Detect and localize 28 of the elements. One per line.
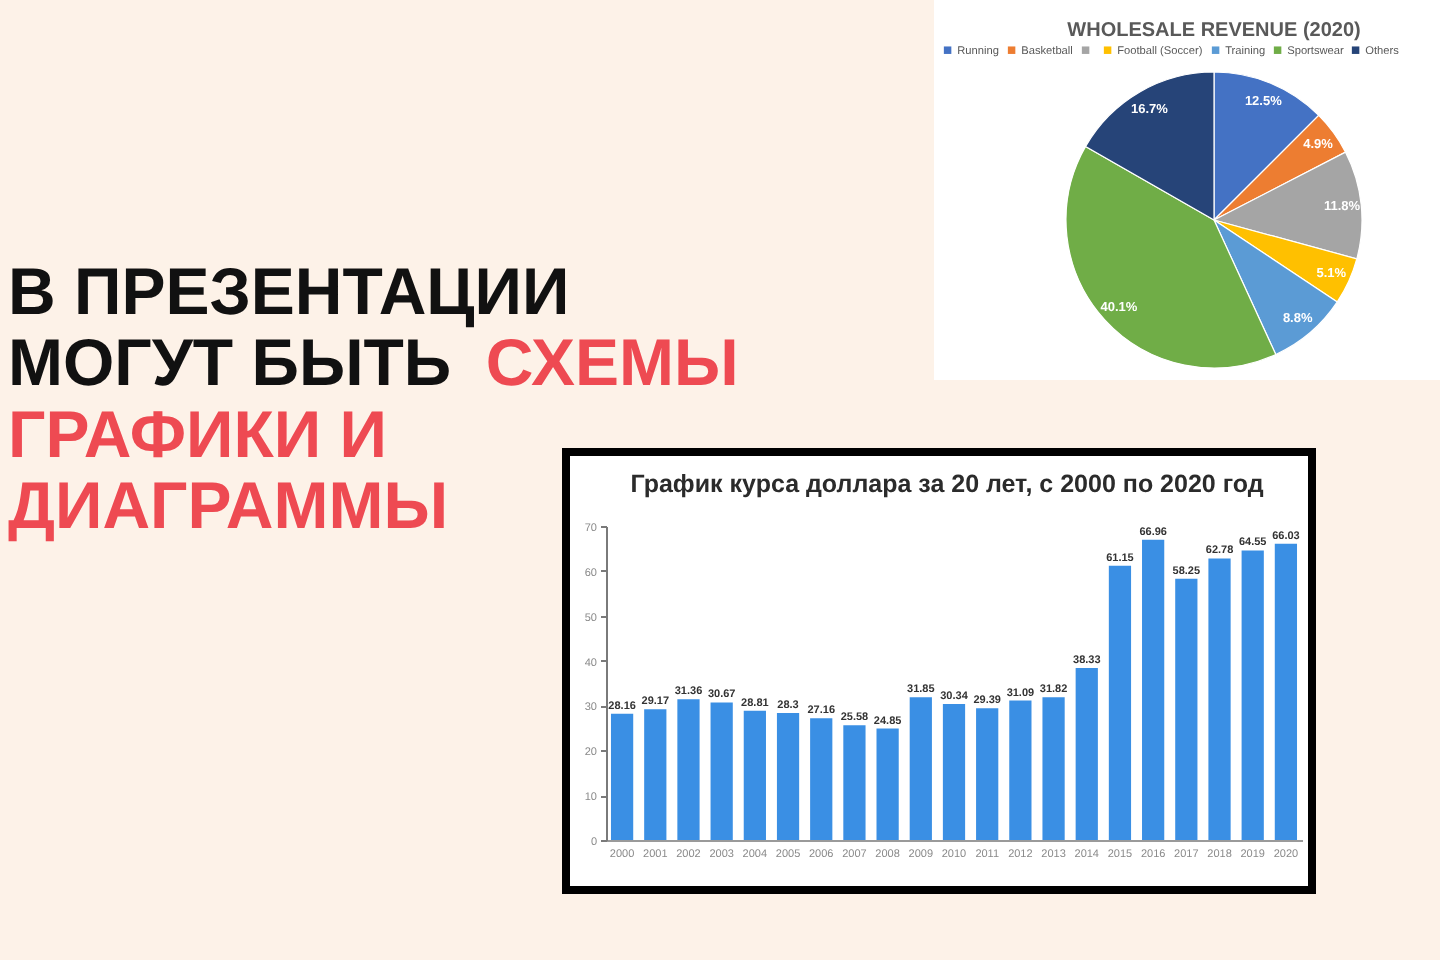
bar xyxy=(644,709,667,840)
bar xyxy=(1175,578,1198,840)
bar xyxy=(776,713,800,840)
bar xyxy=(610,713,634,840)
bar xyxy=(1241,550,1264,840)
bar xyxy=(1009,700,1032,840)
bar xyxy=(743,710,766,840)
text: СХЕМЫ xyxy=(485,325,739,400)
text: ДИАГРАММЫ xyxy=(8,468,448,543)
bar xyxy=(677,699,700,840)
bar xyxy=(942,703,966,840)
bar xyxy=(1108,565,1132,840)
bar xyxy=(1042,697,1065,840)
bar xyxy=(1075,668,1098,840)
text: В ПРЕЗЕНТАЦИИ xyxy=(8,254,570,328)
chart-title: WHOLESALE REVENUE (2020) xyxy=(1067,20,1361,42)
bar xyxy=(1142,539,1165,840)
bar xyxy=(810,718,833,840)
bar xyxy=(976,708,999,840)
bar xyxy=(909,697,932,840)
chart-title: График курса доллара за 20 лет, с 2000 по 2020 год xyxy=(630,470,1264,498)
bar xyxy=(710,702,733,840)
text: ГРАФИКИ И xyxy=(8,396,387,471)
bar xyxy=(843,725,866,840)
bar xyxy=(1208,558,1231,840)
bar xyxy=(876,728,899,840)
text: МОГУТ БЫТЬ xyxy=(8,325,452,400)
bar xyxy=(1274,543,1298,840)
